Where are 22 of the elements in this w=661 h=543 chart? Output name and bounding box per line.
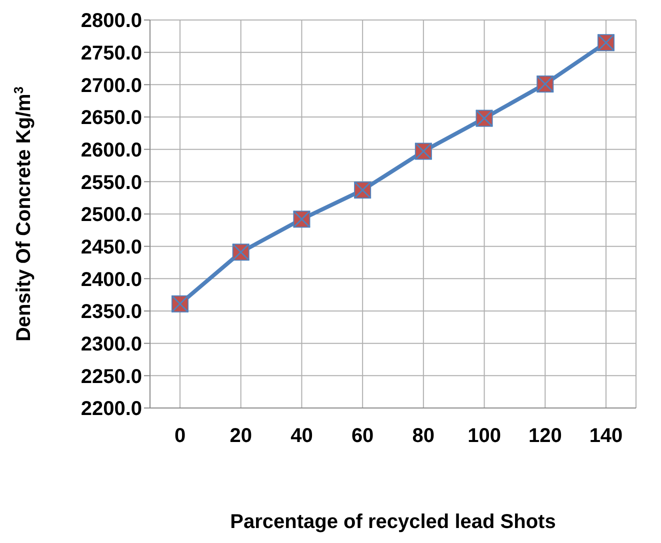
x-tick-label: 140 <box>589 425 623 448</box>
x-axis-title: Parcentage of recycled lead Shots <box>230 511 556 533</box>
x-tick-label: 40 <box>290 425 313 448</box>
y-tick-label: 2300.0 <box>80 333 142 356</box>
y-tick-label: 2550.0 <box>80 172 142 194</box>
y-tick-label: 2750.0 <box>80 42 142 64</box>
y-tick-label: 2650.0 <box>80 107 142 130</box>
x-tick-label: 80 <box>412 425 435 448</box>
x-tick-label: 0 <box>174 425 186 448</box>
y-tick-label: 2450.0 <box>80 236 142 258</box>
x-tick-label: 20 <box>230 425 252 448</box>
y-tick-label: 2250.0 <box>80 366 142 388</box>
y-tick-label: 2350.0 <box>80 301 142 324</box>
y-tick-label: 2800.0 <box>80 10 142 32</box>
x-tick-label: 60 <box>351 425 374 448</box>
y-tick-label: 2200.0 <box>80 398 142 420</box>
x-tick-label: 100 <box>468 425 501 448</box>
y-tick-label: 2700.0 <box>80 74 142 97</box>
y-tick-label: 2600.0 <box>80 139 142 162</box>
y-tick-label: 2500.0 <box>80 204 142 226</box>
y-tick-label: 2400.0 <box>80 268 142 291</box>
x-tick-label: 120 <box>528 425 562 448</box>
